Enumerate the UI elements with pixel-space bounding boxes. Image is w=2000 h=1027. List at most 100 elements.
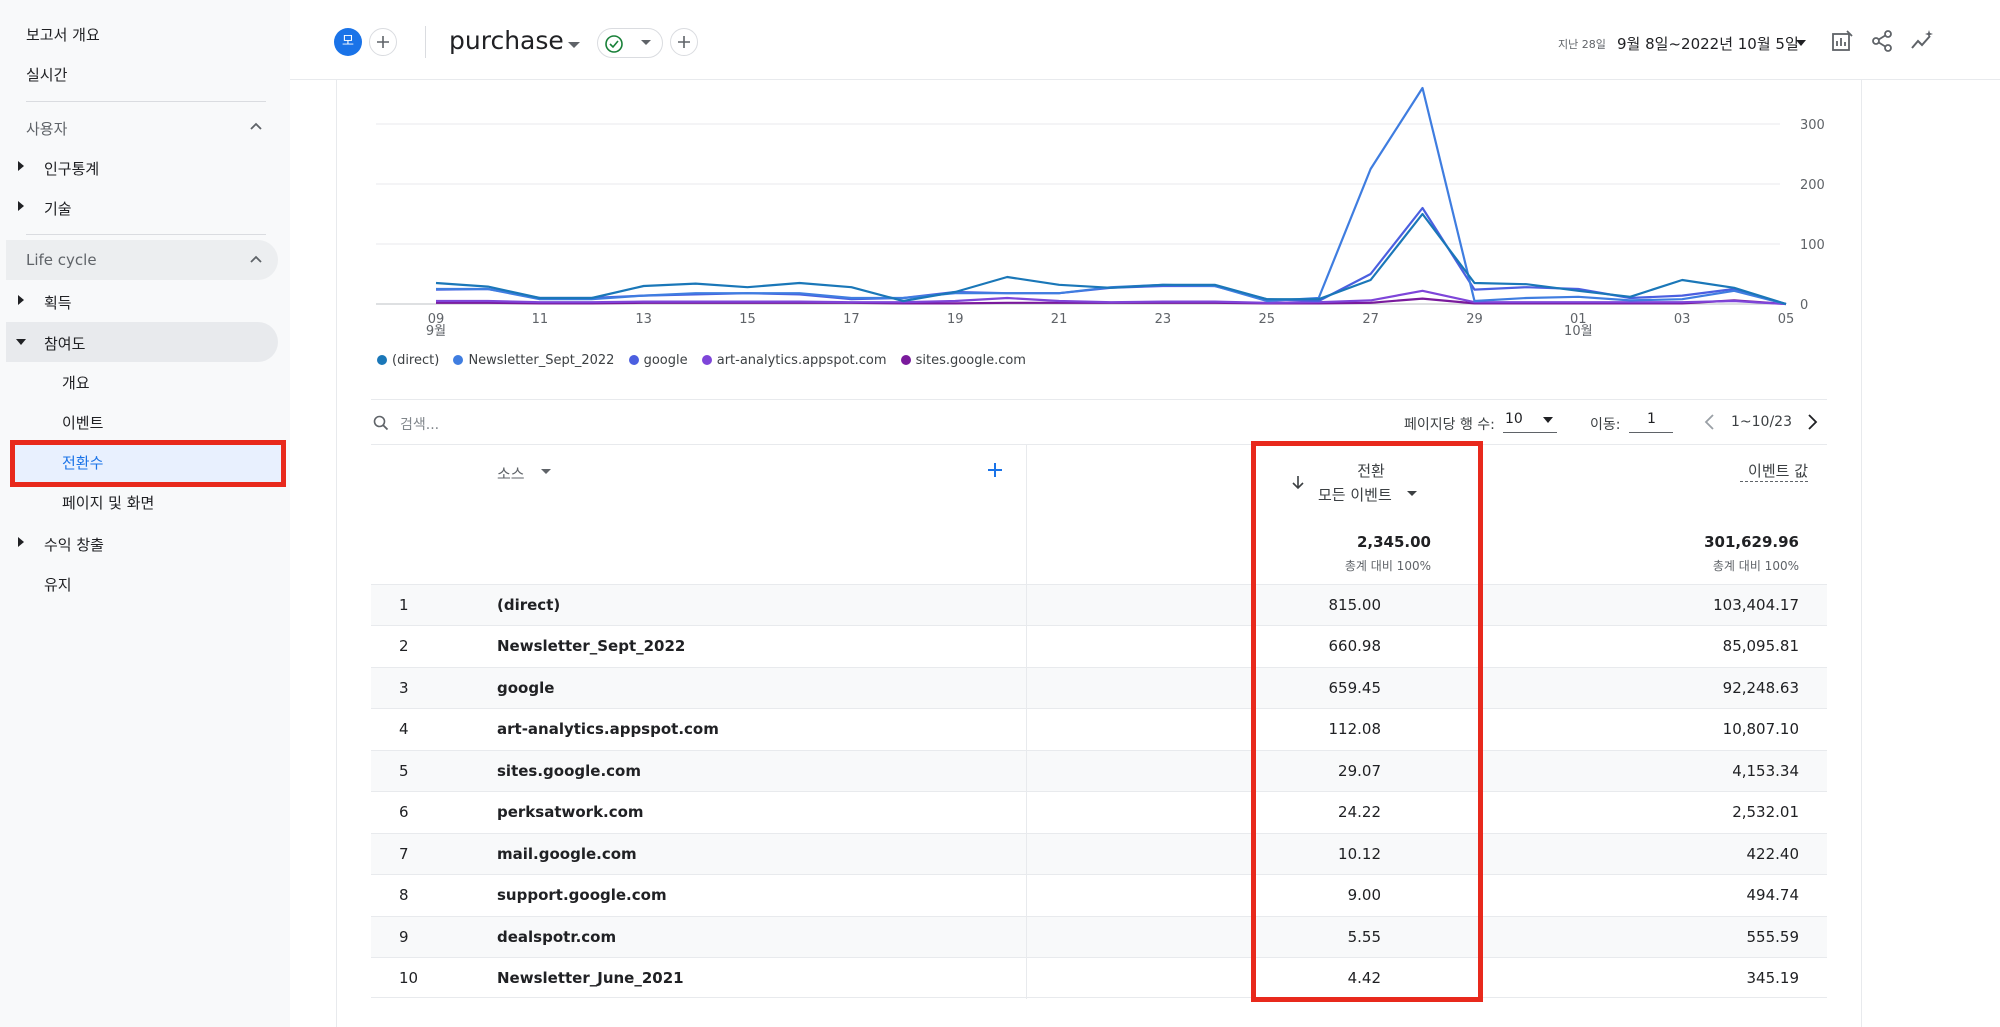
row-index: 7 <box>399 845 409 863</box>
conversions-event-filter[interactable]: 모든 이벤트 <box>1318 486 1392 504</box>
sidebar-item-label: 기술 <box>44 200 72 218</box>
row-source[interactable]: dealspotr.com <box>497 928 617 946</box>
chevron-down-icon[interactable] <box>568 42 580 48</box>
sidebar-divider <box>26 101 266 102</box>
row-event-value: 10,807.10 <box>1722 720 1799 738</box>
row-source[interactable]: google <box>497 679 555 697</box>
chevron-down-icon[interactable] <box>1796 40 1806 46</box>
series-line[interactable] <box>436 289 1787 306</box>
row-source[interactable]: Newsletter_Sept_2022 <box>497 637 686 655</box>
row-event-value: 494.74 <box>1746 886 1800 904</box>
sidebar-item-tech[interactable]: 기술 <box>6 187 278 227</box>
row-conversions: 660.98 <box>1328 637 1382 655</box>
sidebar-subitem-events[interactable]: 이벤트 <box>62 414 104 432</box>
table-row[interactable]: 5 sites.google.com 29.07 4,153.34 <box>371 750 1827 792</box>
row-conversions: 29.07 <box>1338 762 1381 780</box>
table-row[interactable]: 6 perksatwork.com 24.22 2,532.01 <box>371 791 1827 833</box>
sidebar-link-realtime[interactable]: 실시간 <box>26 66 68 84</box>
legend-dot <box>453 355 464 365</box>
caret-right-icon <box>18 201 24 211</box>
sidebar-section-user[interactable]: 사용자 <box>6 107 278 147</box>
rows-per-page-label: 페이지당 행 수: <box>1404 417 1495 433</box>
table-row[interactable]: 1 (direct) 815.00 103,404.17 <box>371 584 1827 626</box>
row-conversions: 5.55 <box>1347 928 1381 946</box>
chevron-down-icon[interactable] <box>541 469 551 474</box>
sidebar-subitem-pages-screens[interactable]: 페이지 및 화면 <box>62 494 155 512</box>
sidebar-item-engagement[interactable]: 참여도 <box>6 322 278 362</box>
x-tick-label: 23 <box>1155 312 1172 327</box>
sidebar-divider <box>26 234 266 235</box>
sort-desc-icon[interactable] <box>1290 474 1306 490</box>
sidebar-item-acquisition[interactable]: 획득 <box>6 281 278 321</box>
legend-item[interactable]: sites.google.com <box>900 353 1026 368</box>
add-comparison-button[interactable] <box>369 28 397 56</box>
rows-per-page-select[interactable]: 10 <box>1503 411 1557 433</box>
row-index: 5 <box>399 762 409 780</box>
series-line[interactable] <box>436 86 1787 306</box>
table-row[interactable]: 8 support.google.com 9.00 494.74 <box>371 874 1827 916</box>
column-header-source[interactable]: 소스 <box>497 465 525 483</box>
legend-dot <box>628 355 639 365</box>
page-title[interactable]: purchase <box>449 26 564 55</box>
table-row[interactable]: 7 mail.google.com 10.12 422.40 <box>371 833 1827 875</box>
search-input[interactable]: 검색... <box>400 417 440 433</box>
row-event-value: 422.40 <box>1746 845 1800 863</box>
row-conversions: 24.22 <box>1338 803 1381 821</box>
table-row[interactable]: 3 google 659.45 92,248.63 <box>371 667 1827 709</box>
series-line[interactable] <box>435 212 1787 306</box>
add-dimension-icon[interactable] <box>985 460 1005 480</box>
sidebar-subitem-overview[interactable]: 개요 <box>62 374 90 392</box>
column-header-conversions[interactable]: 전환 <box>1357 462 1385 480</box>
x-tick-label: 03 <box>1674 312 1691 327</box>
search-icon[interactable] <box>372 414 390 432</box>
total-conversions-pct: 총계 대비 100% <box>1344 559 1431 573</box>
row-source[interactable]: Newsletter_June_2021 <box>497 969 684 987</box>
plus-icon <box>678 36 690 48</box>
sidebar-item-monetization[interactable]: 수익 창출 <box>6 523 278 563</box>
table-row[interactable]: 4 art-analytics.appspot.com 112.08 10,80… <box>371 708 1827 750</box>
row-conversions: 4.42 <box>1347 969 1381 987</box>
chevron-left-icon[interactable] <box>1700 412 1720 432</box>
sidebar-subitem-conversions[interactable]: 전환수 <box>62 454 104 472</box>
sidebar-item-label: 수익 창출 <box>44 536 104 554</box>
row-source[interactable]: support.google.com <box>497 886 667 904</box>
sidebar-section-lifecycle[interactable]: Life cycle <box>6 240 278 280</box>
row-source[interactable]: sites.google.com <box>497 762 641 780</box>
legend-item[interactable]: Newsletter_Sept_2022 <box>453 353 614 368</box>
row-source[interactable]: art-analytics.appspot.com <box>497 720 719 738</box>
date-range-picker[interactable]: 9월 8일~2022년 10월 5일 <box>1617 35 1799 53</box>
row-source[interactable]: perksatwork.com <box>497 803 644 821</box>
row-source[interactable]: mail.google.com <box>497 845 637 863</box>
x-tick-label: 11 <box>532 312 549 327</box>
row-conversions: 9.00 <box>1347 886 1381 904</box>
legend-item[interactable]: (direct) <box>377 353 439 368</box>
sidebar-item-demographics[interactable]: 인구통계 <box>6 147 278 187</box>
insights-icon[interactable] <box>1909 28 1935 54</box>
chevron-down-icon[interactable] <box>1407 491 1417 496</box>
sidebar-item-retention[interactable]: 유지 <box>44 576 72 594</box>
row-source[interactable]: (direct) <box>497 596 561 614</box>
legend-item[interactable]: art-analytics.appspot.com <box>701 353 887 368</box>
y-tick-label: 100 <box>1800 238 1825 253</box>
series-line[interactable] <box>435 206 1787 306</box>
customize-report-icon[interactable] <box>1829 28 1855 54</box>
goto-page-input[interactable]: 1 <box>1629 411 1673 433</box>
column-divider <box>1026 444 1027 584</box>
report-status-dropdown[interactable] <box>597 28 663 58</box>
sidebar-section-label: 사용자 <box>26 120 68 138</box>
comparison-chip-avatar[interactable]: 모 <box>334 28 362 56</box>
header-divider <box>425 26 426 58</box>
table-row[interactable]: 9 dealspotr.com 5.55 555.59 <box>371 916 1827 958</box>
share-icon[interactable] <box>1869 28 1895 54</box>
column-header-event-value[interactable]: 이벤트 값 <box>1740 460 1808 482</box>
x-tick-label: 29 <box>1466 312 1483 327</box>
chart-legend: (direct) Newsletter_Sept_2022 google art… <box>377 353 1036 368</box>
sidebar-link-report-overview[interactable]: 보고서 개요 <box>26 26 100 44</box>
column-divider <box>1026 917 1027 958</box>
table-row[interactable]: 10 Newsletter_June_2021 4.42 345.19 <box>371 957 1827 999</box>
add-filter-button[interactable] <box>670 28 698 56</box>
chevron-right-icon[interactable] <box>1802 412 1822 432</box>
legend-item[interactable]: google <box>628 353 688 368</box>
table-row[interactable]: 2 Newsletter_Sept_2022 660.98 85,095.81 <box>371 625 1827 667</box>
